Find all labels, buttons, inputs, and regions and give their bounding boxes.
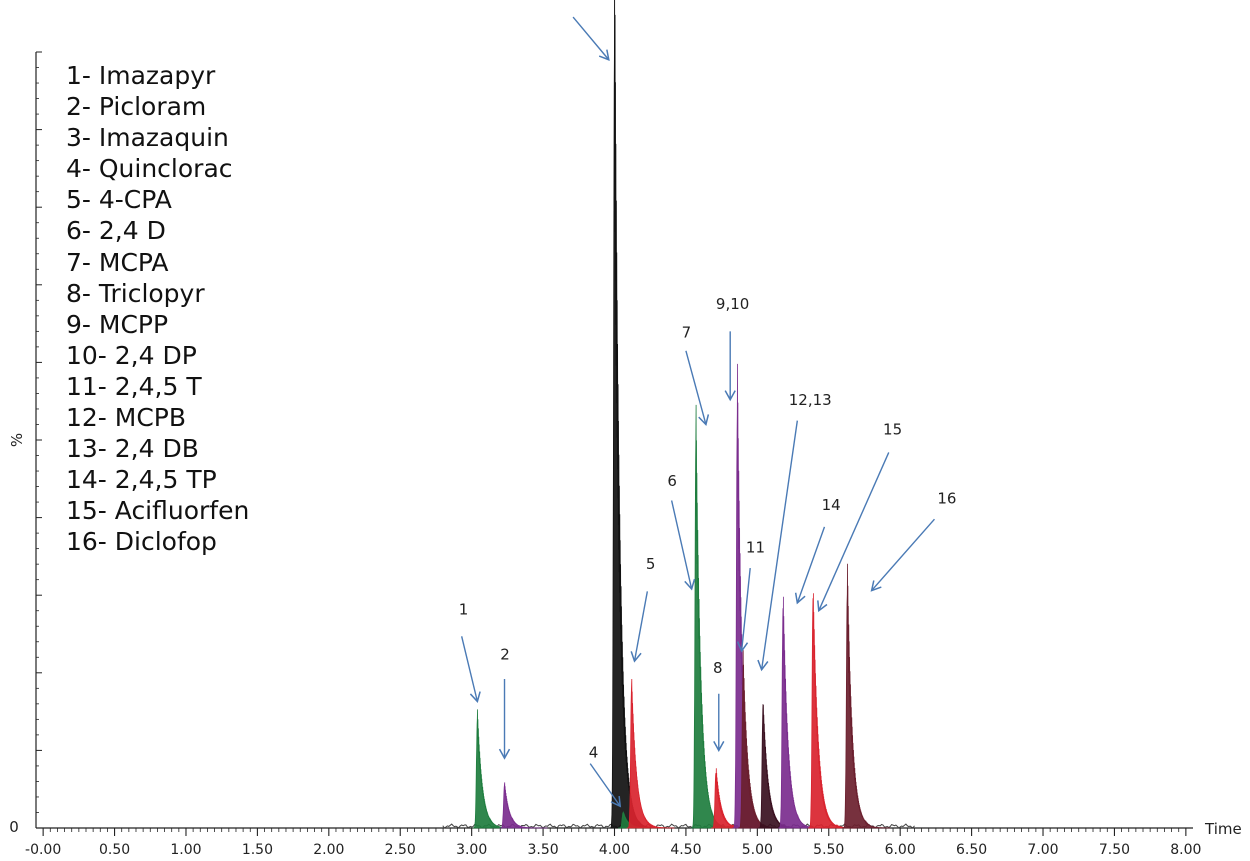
legend-item: 2- Picloram	[66, 92, 207, 122]
annotation-label: 3	[557, 0, 567, 2]
legend-item: 8- Triclopyr	[66, 278, 205, 308]
legend-item: 10- 2,4 DP	[66, 340, 197, 370]
annotation-label: 16	[937, 490, 956, 508]
legend-item: 13- 2,4 DB	[66, 434, 199, 464]
peak-8	[732, 363, 782, 829]
y-axis-label: %	[8, 433, 26, 447]
annotation-label: 2	[500, 646, 510, 664]
x-tick-label: 4.50	[670, 842, 701, 858]
annotation-arrow	[817, 452, 890, 613]
x-tick-label: 5.00	[742, 842, 773, 858]
annotation-label: 12,13	[789, 391, 832, 409]
peaks	[442, 0, 915, 829]
legend-item: 1- Imazapyr	[66, 61, 216, 90]
x-tick-label: 3.50	[527, 842, 558, 858]
x-tick-label: 6.00	[885, 842, 916, 858]
x-tick-label: -0.00	[25, 842, 61, 858]
x-tick-label: 7.50	[1099, 842, 1130, 858]
legend-item: 4- Quinclorac	[66, 154, 233, 184]
x-axis-label: Time	[1204, 820, 1242, 838]
annotation-arrow	[670, 500, 696, 591]
legend-item: 7- MCPA	[66, 247, 169, 277]
legend-item: 14- 2,4,5 TP	[66, 465, 217, 495]
legend-item: 6- 2,4 D	[66, 216, 166, 246]
legend-item: 15- Acifluorfen	[66, 496, 250, 526]
peak-1	[472, 709, 521, 829]
annotation-arrow	[685, 350, 710, 426]
annotation-label: 14	[822, 496, 841, 514]
annotation-arrow	[589, 763, 622, 808]
annotation-arrow	[736, 567, 751, 653]
compound-legend: 1- Imazapyr 2- Picloram 3- Imazaquin 4- Qui…	[66, 60, 249, 558]
peak-3	[609, 0, 659, 829]
x-tick-label: 4.00	[599, 842, 630, 858]
legend-item: 5- 4-CPA	[66, 185, 172, 215]
x-tick-label: 6.50	[956, 842, 987, 858]
annotation-arrow	[757, 420, 799, 672]
annotation-arrow	[870, 518, 935, 592]
x-axis: -0.00 0.50 1.00 1.50 2.00 2.50 3.00 3.50 4.00 4.5…	[25, 820, 1242, 858]
x-tick-label: 2.50	[385, 842, 416, 858]
peak-13	[842, 563, 891, 829]
annotation-label: 1	[459, 601, 469, 619]
y-zero-label: 0	[9, 818, 19, 836]
x-tick-label: 7.00	[1027, 842, 1058, 858]
x-tick-label: 3.00	[456, 842, 487, 858]
annotation-label: 5	[646, 555, 656, 573]
legend-item: 12- MCPB	[66, 403, 187, 433]
peak-annotations: 1 2 3 4 5 6 7 8 9,10 11 12,13 14 15 16	[459, 0, 956, 808]
x-tick-label: 5.50	[813, 842, 844, 858]
x-tick-label: 0.50	[99, 842, 130, 858]
x-tick-label: 1.00	[170, 842, 201, 858]
x-tick-label: 2.00	[313, 842, 344, 858]
legend-item: 3- Imazaquin	[66, 123, 229, 153]
annotation-arrow	[630, 591, 649, 663]
legend-item: 11- 2,4,5 T	[66, 371, 202, 401]
annotation-label: 6	[667, 472, 677, 490]
y-axis: 0%	[8, 51, 42, 836]
annotation-label: 9,10	[716, 295, 749, 313]
annotation-arrow	[794, 526, 826, 605]
legend-item: 9- MCPP	[66, 309, 169, 339]
x-tick-label: 8.00	[1170, 842, 1201, 858]
annotation-label: 7	[682, 324, 692, 342]
annotation-label: 11	[746, 539, 765, 557]
peak-2	[499, 782, 548, 829]
x-tick-label: 1.50	[242, 842, 273, 858]
peak-5	[626, 678, 675, 829]
legend-item: 16- Diclofop	[66, 527, 217, 557]
annotation-label: 4	[589, 743, 599, 761]
annotation-label: 15	[883, 421, 902, 439]
peak-6	[690, 404, 740, 829]
annotation-arrow	[572, 16, 610, 61]
annotation-arrow	[460, 636, 481, 704]
annotation-label: 8	[713, 659, 723, 677]
